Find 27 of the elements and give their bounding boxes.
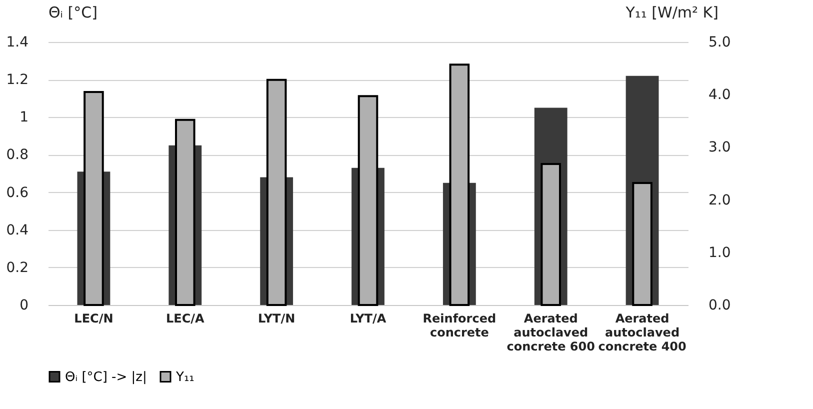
legend-label: Y₁₁	[175, 370, 194, 385]
x-tick-label: Reinforced concrete	[422, 312, 496, 340]
x-tick-label: LEC/N	[74, 312, 114, 326]
y2-tick-label: 4.0	[708, 87, 731, 104]
x-tick-label: LYT/N	[258, 312, 296, 326]
y-tick-label: 0.4	[6, 222, 29, 238]
y2-tick-label: 1.0	[708, 244, 731, 261]
y2-tick-label: 5.0	[708, 34, 731, 50]
y-tick-label: 0	[20, 298, 28, 314]
y-tick-label: 0.6	[6, 184, 29, 201]
y-tick-label: 0.8	[6, 147, 28, 164]
x-tick-label: LEC/A	[166, 312, 206, 326]
y2-tick-label: 0.0	[708, 298, 731, 314]
x-tick-label: LYT/A	[350, 312, 387, 326]
x-tick-label: Aerated autoclaved concrete 400	[598, 312, 686, 354]
y-axis-title: Θᵢ [°C]	[48, 4, 98, 22]
y-tick-label: 0.2	[6, 260, 28, 276]
x-tick-label: Aerated autoclaved concrete 600	[506, 312, 595, 354]
y2-tick-label: 3.0	[708, 140, 731, 156]
y-tick-label: 1.2	[6, 72, 28, 88]
y2-tick-label: 2.0	[708, 192, 731, 208]
y-tick-label: 1.4	[6, 34, 29, 50]
legend-label: Θᵢ [°C] -> |z|	[65, 370, 147, 385]
bar	[632, 182, 652, 306]
bar	[540, 163, 561, 306]
y2-axis-title: Y₁₁ [W/m² K]	[624, 4, 718, 22]
y-tick-label: 1	[20, 110, 28, 126]
